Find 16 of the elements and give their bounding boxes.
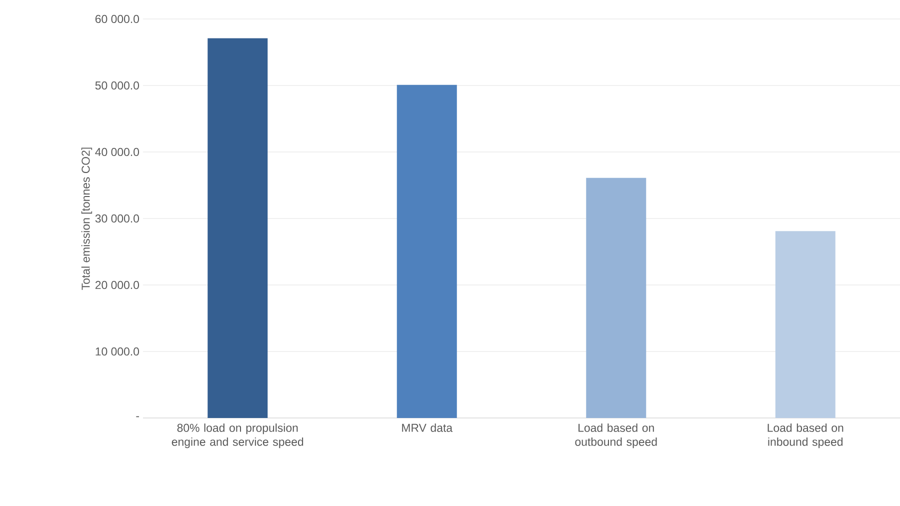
y-tick-label: 60 000.0	[95, 14, 140, 24]
bar	[586, 178, 646, 418]
bar	[396, 84, 457, 418]
y-tick-label: 20 000.0	[95, 280, 140, 290]
y-tick-label: 10 000.0	[96, 347, 140, 356]
y-tick-label: 30 000.0	[95, 214, 140, 223]
y-tick-label: 40 000.0	[95, 148, 140, 156]
y-tick-label: 50 000.0	[95, 81, 140, 90]
x-tick-label: Load based on outbound speed	[575, 424, 657, 448]
x-tick-label: MRV data	[402, 424, 453, 432]
bar	[208, 38, 268, 418]
y-tick-label: -	[136, 416, 139, 418]
x-tick-label: 80% load on propulsion engine and service speed	[172, 424, 304, 448]
x-tick-label: Load based on inbound speed	[768, 424, 844, 448]
bar	[775, 231, 836, 418]
y-axis-title: Total emission [tonnes CO2]	[81, 148, 92, 290]
